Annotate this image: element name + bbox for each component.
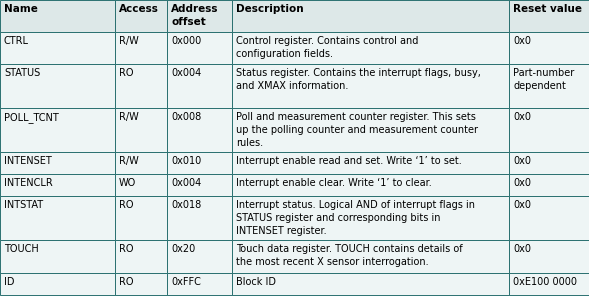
Bar	[115, 273, 167, 295]
Bar	[0, 0, 115, 32]
Text: Part-number
dependent: Part-number dependent	[513, 68, 574, 91]
Bar	[167, 0, 232, 32]
Text: R/W: R/W	[119, 156, 139, 166]
Bar	[167, 32, 232, 64]
Bar	[232, 32, 509, 64]
Bar	[509, 240, 589, 273]
Text: Interrupt status. Logical AND of interrupt flags in
STATUS register and correspo: Interrupt status. Logical AND of interru…	[236, 200, 475, 236]
Text: R/W: R/W	[119, 36, 139, 46]
Text: Interrupt enable clear. Write ‘1’ to clear.: Interrupt enable clear. Write ‘1’ to cle…	[236, 178, 432, 188]
Bar	[115, 0, 167, 32]
Bar	[0, 240, 115, 273]
Bar	[509, 273, 589, 295]
Text: 0x20: 0x20	[171, 244, 195, 254]
Bar	[232, 240, 509, 273]
Text: Description: Description	[236, 4, 303, 14]
Text: WO: WO	[119, 178, 136, 188]
Text: ID: ID	[4, 277, 15, 287]
Text: Access: Access	[119, 4, 159, 14]
Bar	[509, 64, 589, 108]
Text: Block ID: Block ID	[236, 277, 276, 287]
Text: 0x018: 0x018	[171, 200, 201, 210]
Text: 0x0: 0x0	[513, 156, 531, 166]
Text: 0x004: 0x004	[171, 178, 201, 188]
Bar	[167, 174, 232, 196]
Bar	[167, 240, 232, 273]
Bar	[0, 196, 115, 240]
Text: Reset value: Reset value	[513, 4, 582, 14]
Text: 0x000: 0x000	[171, 36, 201, 46]
Bar	[509, 174, 589, 196]
Bar	[115, 152, 167, 174]
Bar	[115, 32, 167, 64]
Text: RO: RO	[119, 244, 134, 254]
Text: Control register. Contains control and
configuration fields.: Control register. Contains control and c…	[236, 36, 418, 59]
Text: STATUS: STATUS	[4, 68, 40, 78]
Bar	[115, 196, 167, 240]
Text: Touch data register. TOUCH contains details of
the most recent X sensor interrog: Touch data register. TOUCH contains deta…	[236, 244, 462, 267]
Bar	[0, 174, 115, 196]
Text: 0x0: 0x0	[513, 200, 531, 210]
Text: Interrupt enable read and set. Write ‘1’ to set.: Interrupt enable read and set. Write ‘1’…	[236, 156, 462, 166]
Bar	[0, 64, 115, 108]
Text: RO: RO	[119, 200, 134, 210]
Text: Name: Name	[4, 4, 38, 14]
Text: INTENSET: INTENSET	[4, 156, 52, 166]
Bar	[509, 152, 589, 174]
Bar	[232, 152, 509, 174]
Text: 0x0: 0x0	[513, 36, 531, 46]
Bar	[232, 273, 509, 295]
Text: 0x0: 0x0	[513, 178, 531, 188]
Text: TOUCH: TOUCH	[4, 244, 39, 254]
Bar	[167, 152, 232, 174]
Text: INTENCLR: INTENCLR	[4, 178, 53, 188]
Text: 0x0: 0x0	[513, 244, 531, 254]
Text: Poll and measurement counter register. This sets
up the polling counter and meas: Poll and measurement counter register. T…	[236, 112, 478, 147]
Text: RO: RO	[119, 68, 134, 78]
Bar	[509, 108, 589, 152]
Bar	[232, 174, 509, 196]
Bar	[0, 108, 115, 152]
Bar	[232, 196, 509, 240]
Bar	[167, 108, 232, 152]
Bar	[232, 64, 509, 108]
Bar	[0, 32, 115, 64]
Text: 0x0: 0x0	[513, 112, 531, 122]
Text: R/W: R/W	[119, 112, 139, 122]
Bar	[115, 174, 167, 196]
Text: Status register. Contains the interrupt flags, busy,
and XMAX information.: Status register. Contains the interrupt …	[236, 68, 481, 91]
Bar	[509, 0, 589, 32]
Text: 0x004: 0x004	[171, 68, 201, 78]
Text: Address
offset: Address offset	[171, 4, 219, 27]
Text: INTSTAT: INTSTAT	[4, 200, 43, 210]
Bar	[167, 196, 232, 240]
Text: POLL_TCNT: POLL_TCNT	[4, 112, 59, 123]
Bar	[167, 273, 232, 295]
Text: RO: RO	[119, 277, 134, 287]
Bar	[509, 32, 589, 64]
Bar	[232, 108, 509, 152]
Bar	[115, 108, 167, 152]
Bar	[167, 64, 232, 108]
Bar	[509, 196, 589, 240]
Bar	[115, 240, 167, 273]
Text: CTRL: CTRL	[4, 36, 29, 46]
Bar	[115, 64, 167, 108]
Text: 0x010: 0x010	[171, 156, 201, 166]
Text: 0x008: 0x008	[171, 112, 201, 122]
Text: 0xE100 0000: 0xE100 0000	[513, 277, 577, 287]
Bar	[0, 152, 115, 174]
Bar	[0, 273, 115, 295]
Bar	[232, 0, 509, 32]
Text: 0xFFC: 0xFFC	[171, 277, 201, 287]
